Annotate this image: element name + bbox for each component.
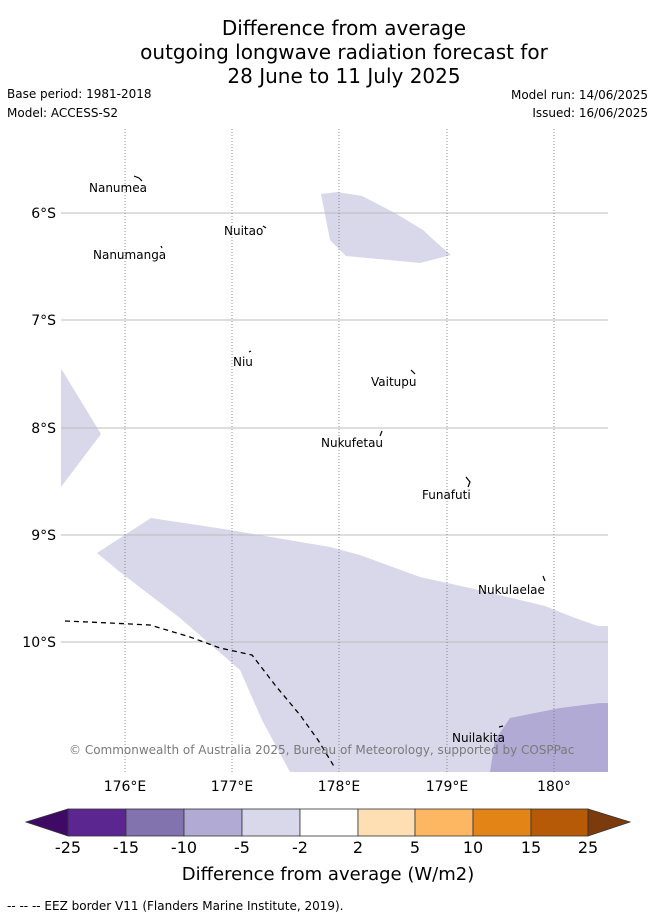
copyright-text: © Commonwealth of Australia 2025, Bureau…	[69, 743, 574, 757]
place-label-nanumea: Nanumea	[89, 181, 147, 195]
colorbar-bin-neg5-neg2	[241, 808, 301, 837]
lon-label-179e: 179°E	[426, 779, 469, 795]
eez-footnote: -- -- -- EEZ border V11 (Flanders Marine…	[7, 899, 344, 913]
model-label: Model: ACCESS-S2	[7, 106, 119, 120]
title-line-2: outgoing longwave radiation forecast for	[140, 40, 548, 64]
place-label-vaitupu: Vaitupu	[371, 375, 417, 389]
colorbar-tick: 10	[463, 838, 483, 857]
colorbar-extend-low	[24, 808, 69, 837]
island-niu	[248, 350, 252, 353]
place-label-nuilakita: Nuilakita	[452, 731, 505, 745]
place-label-niu: Niu	[233, 355, 253, 369]
anomaly-region-southeast	[490, 703, 608, 772]
colorbar-bin-15-25	[530, 808, 589, 837]
lat-label-6s: 6°S	[31, 206, 56, 222]
lat-axis-labels: 6°S 7°S 8°S 9°S 10°S	[22, 206, 56, 651]
lon-label-178e: 178°E	[318, 779, 361, 795]
issued-label: Issued: 16/06/2025	[532, 106, 648, 120]
colorbar-tick: 2	[353, 838, 363, 857]
lon-label-180: 180°	[537, 779, 571, 795]
eez-border	[64, 620, 336, 769]
place-label-nuitao: Nuitao	[224, 224, 263, 238]
place-label-funafuti: Funafuti	[422, 488, 471, 502]
island-nanumea	[133, 175, 143, 182]
anomaly-region-north	[321, 192, 451, 263]
colorbar-tick: 5	[410, 838, 420, 857]
colorbar-tick: -10	[171, 838, 197, 857]
colorbar-bin-5-10	[414, 808, 474, 837]
colorbar-bin-2-5	[357, 808, 416, 837]
base-period-label: Base period: 1981-2018	[7, 87, 152, 101]
anomaly-region-south	[97, 518, 608, 772]
lat-gridlines	[61, 212, 608, 643]
island-nanumanga	[160, 245, 163, 249]
colorbar-bin-neg10-neg5	[183, 808, 243, 837]
colorbar-extend-high	[587, 808, 632, 837]
island-nuitao	[262, 225, 267, 229]
chart-title: Difference from average outgoing longwav…	[0, 16, 655, 88]
lat-label-9s: 9°S	[31, 528, 56, 544]
colorbar-bin-10-15	[472, 808, 532, 837]
model-run-label: Model run: 14/06/2025	[510, 88, 648, 102]
colorbar-ticks: -25 -15 -10 -5 -2 2 5 10 15 25	[55, 838, 598, 857]
anomaly-shading	[61, 192, 608, 772]
colorbar-tick: 15	[521, 838, 541, 857]
colorbar-tick: -5	[234, 838, 250, 857]
colorbar-tick: -25	[55, 838, 81, 857]
lon-gridlines	[124, 129, 555, 772]
colorbar-tick: -15	[113, 838, 139, 857]
island-funafuti	[465, 476, 471, 488]
lat-label-7s: 7°S	[31, 313, 56, 329]
colorbar	[24, 808, 632, 837]
colorbar-tick: -2	[292, 838, 308, 857]
colorbar-tick: 25	[578, 838, 598, 857]
title-line-3: 28 June to 11 July 2025	[227, 64, 461, 88]
island-outlines	[133, 175, 546, 728]
lon-label-177e: 177°E	[211, 779, 254, 795]
island-nukufetau	[379, 430, 383, 437]
title-line-1: Difference from average	[221, 16, 467, 40]
lat-label-10s: 10°S	[22, 635, 56, 651]
colorbar-bin-neg25-neg15	[67, 808, 127, 837]
island-vaitupu	[410, 369, 416, 375]
place-label-nukufetau: Nukufetau	[321, 436, 383, 450]
colorbar-bin-neg15-neg10	[125, 808, 185, 837]
island-nukulaelae	[542, 575, 546, 582]
lon-axis-labels: 176°E 177°E 178°E 179°E 180°	[104, 779, 571, 795]
place-label-nukulaelae: Nukulaelae	[478, 583, 545, 597]
lat-label-8s: 8°S	[31, 421, 56, 437]
lon-label-176e: 176°E	[104, 779, 147, 795]
colorbar-label: Difference from average (W/m2)	[182, 864, 474, 885]
colorbar-bin-neg2-2	[299, 808, 359, 837]
island-nuilakita	[498, 725, 504, 728]
place-label-nanumanga: Nanumanga	[93, 248, 166, 262]
place-labels: Nanumea Nuitao Nanumanga Niu Vaitupu Nuk…	[89, 181, 545, 745]
